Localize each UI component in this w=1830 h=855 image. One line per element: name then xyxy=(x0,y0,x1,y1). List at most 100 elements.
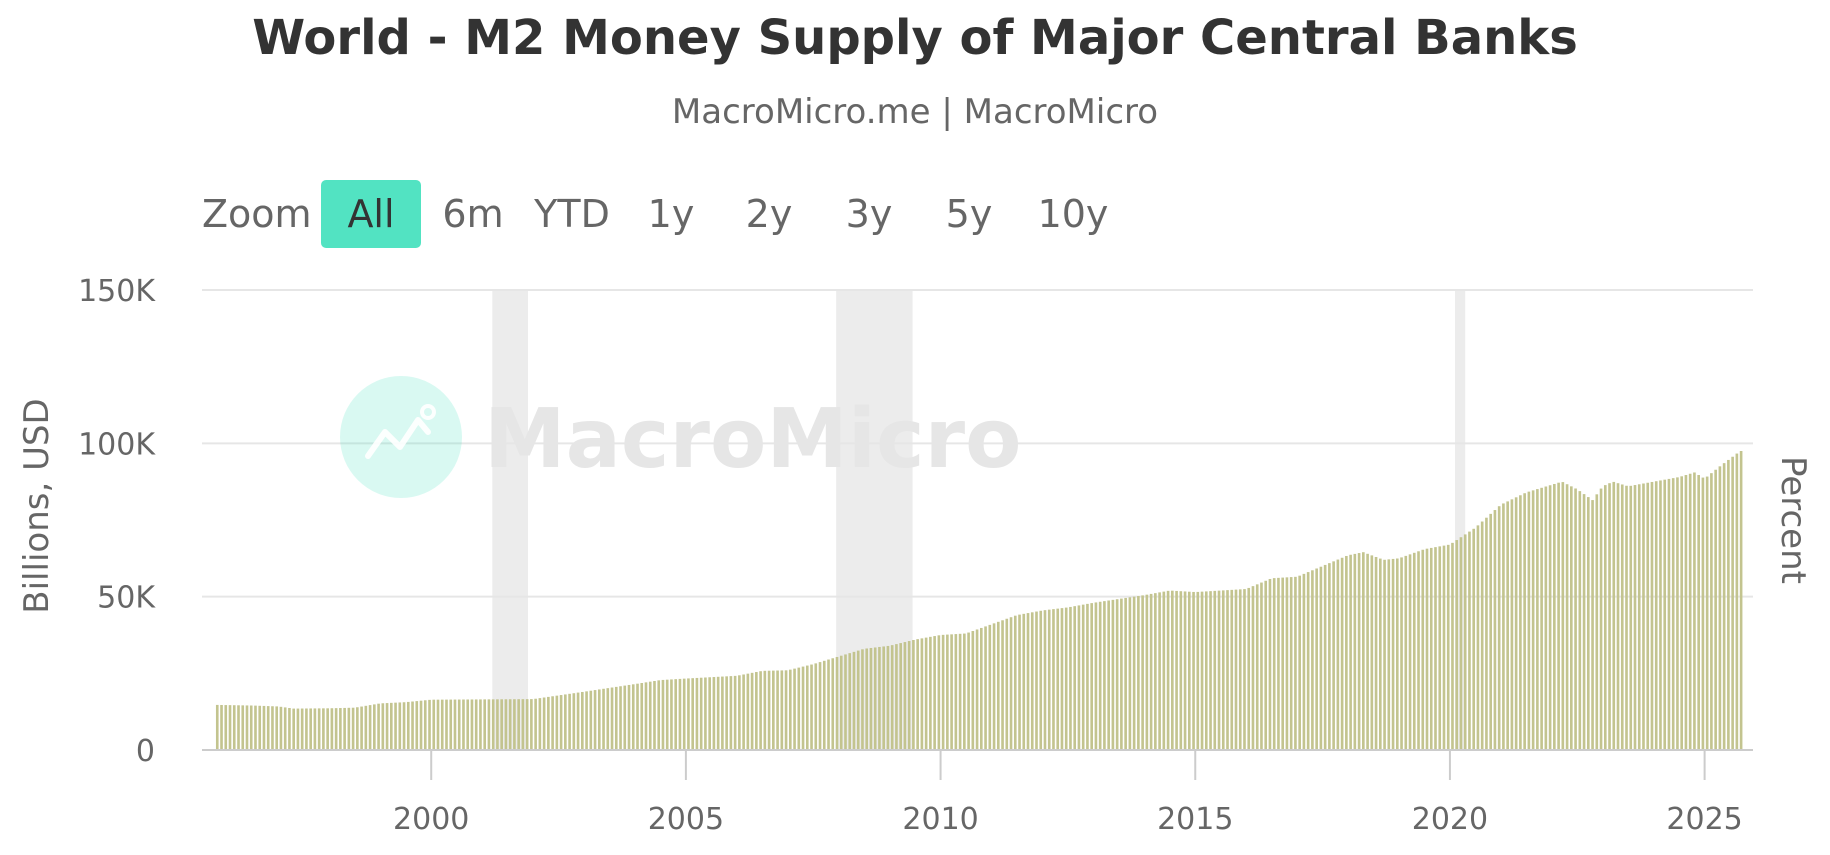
bar[interactable] xyxy=(682,678,686,750)
bar[interactable] xyxy=(614,686,618,750)
bar[interactable] xyxy=(1582,494,1586,750)
bar[interactable] xyxy=(1506,501,1509,750)
bar[interactable] xyxy=(1629,485,1633,750)
bar[interactable] xyxy=(249,705,253,751)
bar[interactable] xyxy=(581,691,584,750)
bar[interactable] xyxy=(245,705,249,750)
bar[interactable] xyxy=(1451,542,1454,750)
bar[interactable] xyxy=(1260,582,1263,750)
bar[interactable] xyxy=(1183,591,1187,750)
bar[interactable] xyxy=(1502,503,1505,750)
bar[interactable] xyxy=(415,701,419,750)
bar[interactable] xyxy=(746,673,750,750)
bar[interactable] xyxy=(1493,510,1497,750)
bar[interactable] xyxy=(373,704,376,750)
zoom-1y-button[interactable]: 1y xyxy=(647,192,695,236)
bar[interactable] xyxy=(254,705,257,750)
bar[interactable] xyxy=(1162,591,1166,750)
bar[interactable] xyxy=(1285,577,1289,750)
bar[interactable] xyxy=(946,634,949,750)
bar[interactable] xyxy=(453,699,457,750)
bar[interactable] xyxy=(1429,547,1433,750)
bar[interactable] xyxy=(241,705,245,750)
bar[interactable] xyxy=(1094,602,1098,750)
bar[interactable] xyxy=(368,705,372,750)
zoom-2y-button[interactable]: 2y xyxy=(745,192,793,236)
bar[interactable] xyxy=(644,682,648,750)
bar[interactable] xyxy=(1247,587,1251,750)
bar[interactable] xyxy=(1438,546,1442,750)
bar[interactable] xyxy=(1620,484,1624,750)
bar[interactable] xyxy=(1166,590,1170,750)
bar[interactable] xyxy=(1204,591,1208,750)
bar[interactable] xyxy=(1124,597,1127,750)
bar[interactable] xyxy=(1434,547,1437,750)
bar[interactable] xyxy=(1226,590,1229,750)
bar[interactable] xyxy=(725,676,728,750)
bar[interactable] xyxy=(1527,491,1531,750)
bar[interactable] xyxy=(1705,476,1709,750)
bar[interactable] xyxy=(564,694,567,750)
bar[interactable] xyxy=(1345,555,1348,750)
bar[interactable] xyxy=(1374,556,1378,750)
bar[interactable] xyxy=(491,699,495,750)
bar[interactable] xyxy=(687,678,690,750)
bar[interactable] xyxy=(330,708,334,750)
bar[interactable] xyxy=(1578,491,1582,750)
zoom-all-button[interactable]: All xyxy=(321,180,421,248)
bar[interactable] xyxy=(712,677,716,750)
bar[interactable] xyxy=(538,698,542,750)
bar[interactable] xyxy=(334,708,338,750)
bar[interactable] xyxy=(950,634,953,750)
bar[interactable] xyxy=(381,703,385,750)
bar[interactable] xyxy=(627,684,631,750)
bar[interactable] xyxy=(912,640,915,750)
bar[interactable] xyxy=(890,645,894,750)
bar[interactable] xyxy=(551,696,554,750)
bar[interactable] xyxy=(852,651,856,750)
bar[interactable] xyxy=(865,648,869,750)
bar[interactable] xyxy=(258,705,262,750)
bar[interactable] xyxy=(1064,607,1068,750)
bar[interactable] xyxy=(326,708,329,750)
bar[interactable] xyxy=(313,708,317,750)
bar[interactable] xyxy=(1531,490,1535,750)
bar[interactable] xyxy=(1586,497,1590,750)
bar[interactable] xyxy=(1175,590,1178,750)
bar[interactable] xyxy=(1442,545,1446,750)
bar[interactable] xyxy=(496,699,499,750)
bar[interactable] xyxy=(1221,590,1225,750)
bar[interactable] xyxy=(597,689,601,750)
bar[interactable] xyxy=(1599,488,1603,750)
bar[interactable] xyxy=(504,699,508,750)
bar[interactable] xyxy=(271,706,274,750)
bar[interactable] xyxy=(1120,598,1123,750)
bar[interactable] xyxy=(797,667,801,750)
bar[interactable] xyxy=(678,678,682,750)
bar[interactable] xyxy=(585,691,588,750)
bar[interactable] xyxy=(440,699,444,750)
bar[interactable] xyxy=(738,675,741,750)
bar[interactable] xyxy=(428,699,431,750)
bar[interactable] xyxy=(1319,566,1323,750)
bar[interactable] xyxy=(1111,599,1115,750)
bar[interactable] xyxy=(805,665,809,750)
bar[interactable] xyxy=(343,707,346,750)
bar[interactable] xyxy=(288,708,291,750)
zoom-10y-button[interactable]: 10y xyxy=(1037,192,1109,236)
bar[interactable] xyxy=(1412,552,1416,750)
bar[interactable] xyxy=(1294,576,1297,750)
bar[interactable] xyxy=(1710,473,1713,750)
bar[interactable] xyxy=(1332,561,1335,750)
bar[interactable] xyxy=(716,676,720,750)
bar[interactable] xyxy=(1684,475,1688,750)
bar[interactable] xyxy=(1043,610,1047,750)
bar[interactable] xyxy=(322,708,325,750)
bar[interactable] xyxy=(984,626,987,750)
bar[interactable] xyxy=(390,702,393,750)
bar[interactable] xyxy=(237,705,240,750)
bar[interactable] xyxy=(542,697,546,751)
bar[interactable] xyxy=(903,642,907,750)
bar[interactable] xyxy=(1013,615,1017,750)
bar[interactable] xyxy=(339,708,342,750)
